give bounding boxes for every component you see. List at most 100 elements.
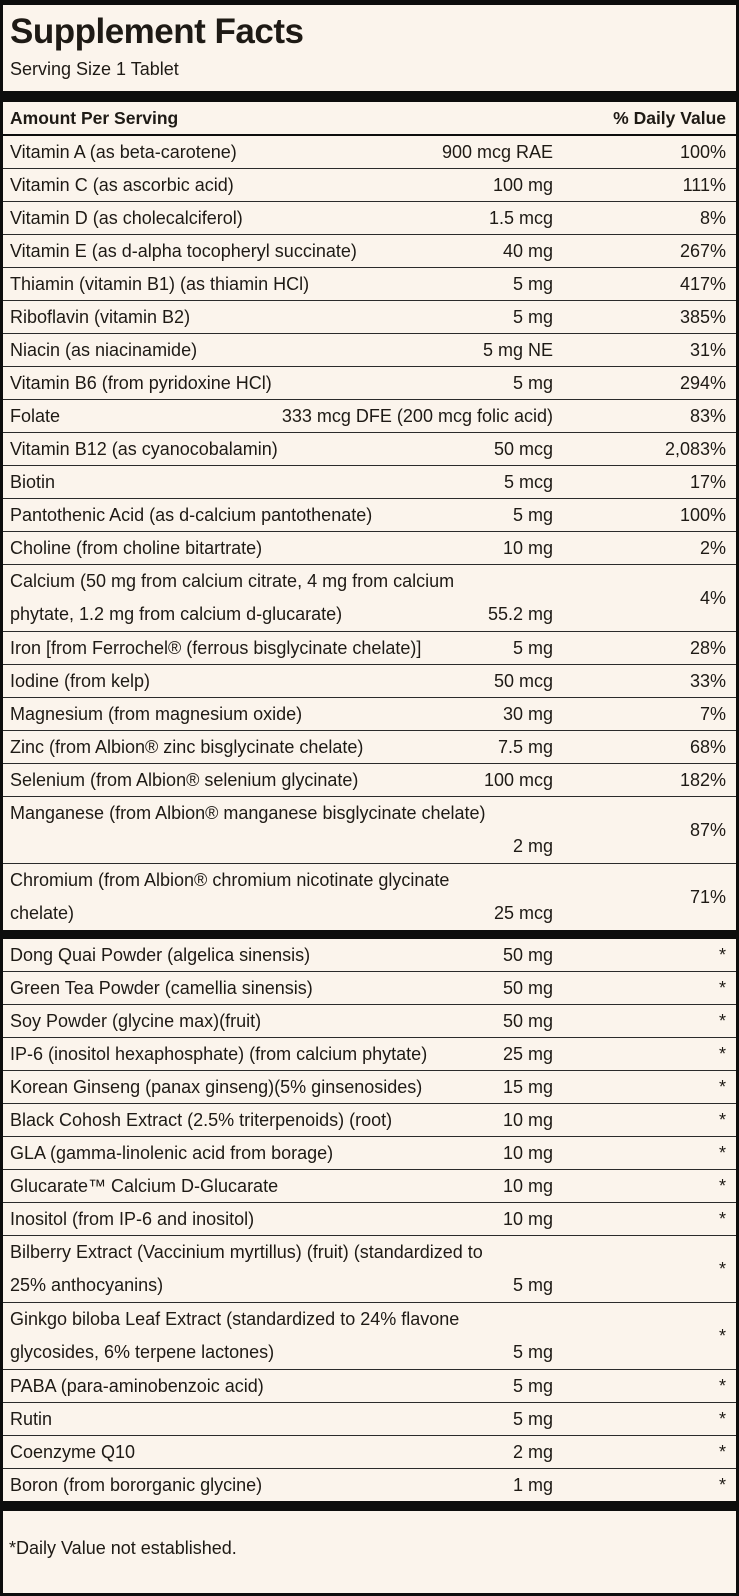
ingredient-daily-value: 2,083% xyxy=(664,439,726,459)
ingredient-daily-value: * xyxy=(718,1326,726,1346)
ingredient-row: Pantothenic Acid (as d-calcium pantothen… xyxy=(3,498,736,531)
ingredient-name: Korean Ginseng (panax ginseng)(5% ginsen… xyxy=(10,1077,423,1097)
ingredient-daily-value: * xyxy=(718,1442,726,1462)
ingredient-amount: 900 mcg RAE xyxy=(441,142,553,162)
ingredient-daily-value: * xyxy=(718,1110,726,1130)
ingredient-amount: 5 mg xyxy=(512,1409,553,1429)
ingredient-row: Selenium (from Albion® selenium glycinat… xyxy=(3,763,736,796)
ingredient-row: Iodine (from kelp) 50 mcg 33% xyxy=(3,664,736,697)
ingredient-daily-value: * xyxy=(718,1143,726,1163)
ingredient-main: Inositol (from IP-6 and inositol) 10 mg xyxy=(10,1203,553,1235)
ingredient-name-continued: glycosides, 6% terpene lactones) xyxy=(10,1342,275,1362)
ingredient-name: Calcium (50 mg from calcium citrate, 4 m… xyxy=(10,571,455,591)
ingredient-daily-value: * xyxy=(718,945,726,965)
ingredient-main: Vitamin A (as beta-carotene) 900 mcg RAE xyxy=(10,136,553,168)
ingredient-row: Iron [from Ferrochel® (ferrous bisglycin… xyxy=(3,631,736,664)
ingredient-daily-value: 7% xyxy=(699,704,726,724)
ingredient-daily-value: 182% xyxy=(679,770,726,790)
ingredient-amount: 10 mg xyxy=(502,538,553,558)
ingredient-amount: 5 mg NE xyxy=(482,340,553,360)
ingredient-main: Selenium (from Albion® selenium glycinat… xyxy=(10,764,553,796)
ingredient-row: Vitamin B12 (as cyanocobalamin) 50 mcg 2,0… xyxy=(3,432,736,465)
ingredient-amount: 50 mg xyxy=(502,945,553,965)
ingredient-daily-value: 267% xyxy=(679,241,726,261)
ingredient-row: Calcium (50 mg from calcium citrate, 4 m… xyxy=(3,564,736,631)
ingredient-name: Soy Powder (glycine max)(fruit) xyxy=(10,1011,262,1031)
ingredient-name: Selenium (from Albion® selenium glycinat… xyxy=(10,770,359,790)
ingredient-row: Niacin (as niacinamide) 5 mg NE 31% xyxy=(3,333,736,366)
ingredient-main: Pantothenic Acid (as d-calcium pantothen… xyxy=(10,499,553,531)
ingredient-main: Chromium (from Albion® chromium nicotina… xyxy=(10,864,553,930)
footer-divider-bar xyxy=(3,1501,736,1511)
ingredient-daily-value: 4% xyxy=(699,588,726,608)
ingredient-name: Folate xyxy=(10,406,61,426)
ingredient-name: Riboflavin (vitamin B2) xyxy=(10,307,191,327)
serving-size: Serving Size 1 Tablet xyxy=(10,59,179,79)
ingredient-daily-value: 31% xyxy=(689,340,726,360)
ingredient-daily-value: 417% xyxy=(679,274,726,294)
ingredient-daily-value: 385% xyxy=(679,307,726,327)
ingredient-daily-value: 100% xyxy=(679,142,726,162)
ingredient-main: Vitamin D (as cholecalciferol) 1.5 mcg xyxy=(10,202,553,234)
ingredient-daily-value: 294% xyxy=(679,373,726,393)
ingredient-name: Zinc (from Albion® zinc bisglycinate che… xyxy=(10,737,364,757)
ingredient-name: Black Cohosh Extract (2.5% triterpenoids… xyxy=(10,1110,393,1130)
ingredient-main: Thiamin (vitamin B1) (as thiamin HCl) 5 m… xyxy=(10,268,553,300)
ingredient-name: GLA (gamma-linolenic acid from borage) xyxy=(10,1143,334,1163)
ingredient-main: PABA (para-aminobenzoic acid) 5 mg xyxy=(10,1370,553,1402)
ingredient-name: Rutin xyxy=(10,1409,53,1429)
botanicals-section: Dong Quai Powder (algelica sinensis) 50 m… xyxy=(3,939,736,1501)
ingredient-name: Vitamin C (as ascorbic acid) xyxy=(10,175,234,195)
ingredient-main: Iodine (from kelp) 50 mcg xyxy=(10,665,553,697)
ingredient-row: Magnesium (from magnesium oxide) 30 mg 7% xyxy=(3,697,736,730)
ingredient-row: Chromium (from Albion® chromium nicotina… xyxy=(3,863,736,930)
ingredient-row: Coenzyme Q10 2 mg * xyxy=(3,1435,736,1468)
ingredient-daily-value: 33% xyxy=(689,671,726,691)
ingredient-amount: 7.5 mg xyxy=(497,737,553,757)
ingredient-amount: 10 mg xyxy=(502,1176,553,1196)
ingredient-main: Green Tea Powder (camellia sinensis) 50 m… xyxy=(10,972,553,1004)
ingredient-amount: 25 mcg xyxy=(493,903,553,923)
ingredient-row: Ginkgo biloba Leaf Extract (standardized… xyxy=(3,1302,736,1369)
ingredient-row: Choline (from choline bitartrate) 10 mg 2% xyxy=(3,531,736,564)
ingredient-amount: 40 mg xyxy=(502,241,553,261)
ingredient-main: Coenzyme Q10 2 mg xyxy=(10,1436,553,1468)
ingredient-daily-value: * xyxy=(718,1176,726,1196)
label-title: Supplement Facts xyxy=(10,12,304,51)
ingredient-row: Dong Quai Powder (algelica sinensis) 50 m… xyxy=(3,939,736,971)
ingredient-main: Soy Powder (glycine max)(fruit) 50 mg xyxy=(10,1005,553,1037)
ingredient-name: Inositol (from IP-6 and inositol) xyxy=(10,1209,255,1229)
ingredient-daily-value: 28% xyxy=(689,638,726,658)
ingredient-row: Vitamin D (as cholecalciferol) 1.5 mcg 8% xyxy=(3,201,736,234)
ingredient-name: Niacin (as niacinamide) xyxy=(10,340,198,360)
ingredient-main: Black Cohosh Extract (2.5% triterpenoids… xyxy=(10,1104,553,1136)
ingredient-main: IP-6 (inositol hexaphosphate) (from calc… xyxy=(10,1038,553,1070)
ingredient-amount: 5 mg xyxy=(512,638,553,658)
ingredient-name: Vitamin B6 (from pyridoxine HCl) xyxy=(10,373,272,393)
ingredient-amount: 1 mg xyxy=(512,1475,553,1495)
ingredient-amount: 5 mg xyxy=(512,373,553,393)
ingredient-row: Vitamin A (as beta-carotene) 900 mcg RAE 1… xyxy=(3,136,736,168)
ingredient-amount: 5 mg xyxy=(512,505,553,525)
ingredient-main: Iron [from Ferrochel® (ferrous bisglycin… xyxy=(10,632,553,664)
vitamins-minerals-section: Vitamin A (as beta-carotene) 900 mcg RAE 1… xyxy=(3,136,736,930)
ingredient-amount: 10 mg xyxy=(502,1209,553,1229)
daily-value-header: % Daily Value xyxy=(613,108,726,128)
ingredient-amount: 50 mcg xyxy=(493,671,553,691)
column-header-row: Amount Per Serving % Daily Value xyxy=(3,102,736,136)
ingredient-amount: 333 mcg DFE (200 mcg folic acid) xyxy=(281,406,553,426)
ingredient-main: Korean Ginseng (panax ginseng)(5% ginsen… xyxy=(10,1071,553,1103)
ingredient-amount: 5 mg xyxy=(512,1342,553,1362)
ingredient-amount: 2 mg xyxy=(512,1442,553,1462)
ingredient-main: Zinc (from Albion® zinc bisglycinate che… xyxy=(10,731,553,763)
ingredient-row: Boron (from bororganic glycine) 1 mg * xyxy=(3,1468,736,1501)
ingredient-amount: 10 mg xyxy=(502,1110,553,1130)
ingredient-daily-value: 87% xyxy=(689,820,726,840)
ingredient-main: Dong Quai Powder (algelica sinensis) 50 m… xyxy=(10,939,553,971)
ingredient-name: Coenzyme Q10 xyxy=(10,1442,136,1462)
ingredient-name: Thiamin (vitamin B1) (as thiamin HCl) xyxy=(10,274,310,294)
ingredient-amount: 5 mg xyxy=(512,1275,553,1295)
ingredient-row: Black Cohosh Extract (2.5% triterpenoids… xyxy=(3,1103,736,1136)
ingredient-amount: 5 mcg xyxy=(503,472,553,492)
